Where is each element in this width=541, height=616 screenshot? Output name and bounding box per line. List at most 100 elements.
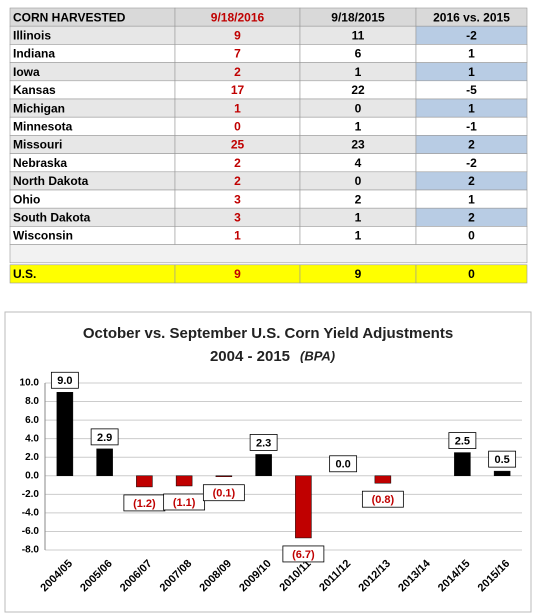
y-tick-label: 4.0	[25, 433, 39, 444]
cell-value: 0	[355, 174, 362, 188]
y-tick-label: -8.0	[22, 545, 40, 556]
cell-value: 7	[234, 47, 241, 61]
cell-value: -2	[466, 156, 477, 170]
cell-value: 2	[234, 65, 241, 79]
y-tick-label: 10.0	[20, 378, 40, 389]
row-label: North Dakota	[13, 174, 89, 188]
y-tick-label: -2.0	[22, 489, 40, 500]
cell-value: 1	[355, 210, 362, 224]
bar	[493, 470, 511, 477]
row-label: CORN HARVESTED	[13, 10, 126, 24]
value-label: 0.0	[335, 459, 350, 471]
cell-value: -1	[466, 119, 477, 133]
cell-value: 2	[468, 138, 475, 152]
value-label: (0.8)	[372, 494, 395, 506]
value-label-box	[329, 455, 358, 473]
value-label-box	[249, 434, 278, 451]
cell-value: 1	[355, 229, 362, 243]
cell-value: 2	[468, 210, 475, 224]
cell-value: 2	[234, 174, 241, 188]
cell-value: 1	[468, 65, 475, 79]
cell-value: 2	[234, 156, 241, 170]
bar	[215, 475, 233, 477]
cell-value: 3	[234, 192, 241, 206]
value-label: 2.3	[256, 437, 271, 449]
y-tick-label: 6.0	[25, 415, 39, 426]
cell-value: 11	[352, 28, 365, 42]
cell-value: 0	[234, 119, 241, 133]
chart-unit: (BPA)	[300, 348, 335, 363]
cell-value: 2016 vs. 2015	[433, 10, 510, 24]
cell-value: 1	[234, 101, 241, 115]
value-label: 2.9	[97, 432, 112, 444]
bar	[454, 452, 471, 477]
chart-title: October vs. September U.S. Corn Yield Ad…	[83, 325, 453, 342]
row-label: Missouri	[13, 138, 62, 152]
cell-value: -5	[466, 83, 477, 97]
cell-value: 22	[351, 83, 365, 97]
row-label: South Dakota	[13, 210, 91, 224]
cell-value: 2	[355, 192, 362, 206]
y-tick-label: 2.0	[25, 452, 39, 463]
bar	[96, 448, 113, 477]
cell-value: 9	[234, 28, 241, 42]
cell-value: 3	[234, 210, 241, 224]
row-label: Minnesota	[13, 119, 73, 133]
bar	[295, 475, 312, 539]
row-label: Michigan	[13, 101, 65, 115]
cell-value: 17	[231, 83, 245, 97]
cell-value: 0	[355, 101, 362, 115]
y-tick-label: 0.0	[25, 470, 39, 481]
bar	[255, 454, 272, 477]
y-tick-label: -6.0	[22, 526, 40, 537]
value-label-box	[282, 545, 325, 563]
cell-value: 0	[468, 229, 475, 243]
value-label: (6.7)	[292, 549, 315, 561]
cell-value: 25	[231, 138, 245, 152]
bar	[136, 475, 153, 488]
cell-value: 1	[355, 65, 362, 79]
row-label: Iowa	[13, 65, 40, 79]
row-label: Wisconsin	[13, 229, 73, 243]
cell-value: 9	[355, 267, 362, 281]
cell-value: 1	[355, 119, 362, 133]
cell-value: 1	[468, 47, 475, 61]
cell-value: -2	[466, 28, 477, 42]
row-label: Kansas	[13, 83, 56, 97]
bar	[374, 475, 392, 484]
cell-value: 1	[468, 192, 475, 206]
value-label-box	[90, 428, 119, 446]
value-label: (1.2)	[133, 498, 156, 510]
row-label: Indiana	[13, 47, 55, 61]
cell-value: 2	[468, 174, 475, 188]
cell-value: 9/18/2016	[211, 10, 265, 24]
row-label: Illinois	[13, 28, 51, 42]
value-label-box	[163, 493, 206, 511]
cell-value: 9/18/2015	[331, 10, 385, 24]
bar	[175, 475, 193, 487]
value-label-box	[361, 490, 404, 508]
value-label-box	[202, 484, 245, 502]
value-label: (0.1)	[213, 488, 236, 500]
value-label-box	[488, 450, 517, 468]
cell-value: 9	[234, 267, 241, 281]
value-label-box	[448, 432, 477, 449]
cell-value: 4	[355, 156, 362, 170]
chart-subtitle: 2004 - 2015	[210, 348, 290, 365]
y-tick-label: -4.0	[22, 508, 40, 519]
bar	[56, 392, 74, 477]
value-label: 9.0	[57, 375, 72, 387]
cell-value: 0	[468, 267, 475, 281]
cell-value: 6	[355, 47, 362, 61]
value-label: 2.5	[455, 435, 470, 447]
table-spacer	[9, 244, 528, 264]
value-label: (1.1)	[173, 497, 196, 509]
row-label: Nebraska	[13, 156, 67, 170]
value-label: 0.5	[494, 454, 509, 466]
cell-value: 23	[351, 138, 365, 152]
y-tick-label: 8.0	[25, 396, 39, 407]
row-label: Ohio	[13, 192, 40, 206]
row-label: U.S.	[13, 267, 36, 281]
